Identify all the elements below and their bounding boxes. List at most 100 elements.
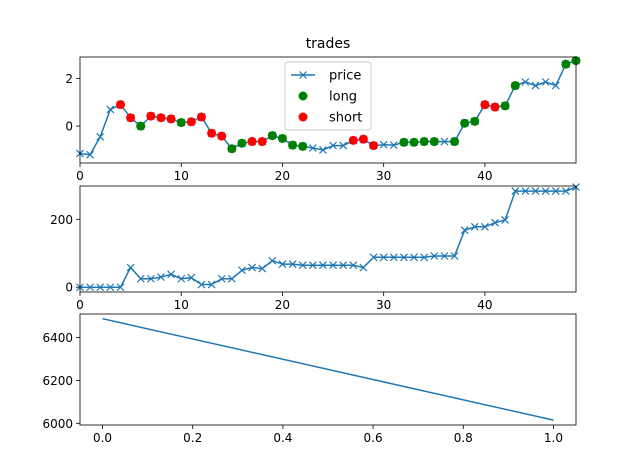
y-tick-label: 6000 (42, 417, 73, 431)
data-point-x-marker (319, 261, 327, 270)
data-point-x-marker (531, 187, 540, 196)
short-point (115, 100, 125, 110)
short-point (196, 112, 206, 122)
data-point-x-marker (278, 260, 287, 269)
data-point-x-marker (551, 187, 560, 196)
data-point-x-marker (511, 187, 520, 196)
data-point-x-marker (96, 132, 105, 141)
x-tick-label: 0.8 (454, 431, 473, 445)
data-point-x-marker (86, 283, 95, 292)
x-tick-label: 10 (174, 298, 189, 312)
y-tick-label: 0 (65, 281, 73, 295)
legend: price long short (284, 61, 372, 131)
data-point-x-marker (248, 263, 257, 272)
axes-frame (79, 56, 577, 164)
data-point-x-marker (420, 253, 429, 262)
data-point-x-marker (106, 283, 115, 292)
data-point-x-marker (339, 141, 348, 150)
series-line (80, 186, 577, 288)
long-point (237, 138, 247, 148)
short-point (247, 137, 257, 147)
long-point (450, 137, 460, 147)
long-point (429, 137, 439, 147)
data-point-x-marker (399, 253, 408, 262)
short-point (126, 113, 136, 123)
x-tick-label: 20 (275, 169, 290, 183)
data-point-x-marker (126, 263, 135, 272)
data-point-x-marker (480, 222, 489, 231)
long-point (136, 121, 146, 131)
x-tick-label: 30 (376, 169, 391, 183)
long-point (460, 118, 470, 128)
legend-short-marker (298, 112, 308, 122)
long-point (277, 133, 287, 143)
data-point-x-marker (136, 274, 145, 283)
data-point-x-marker (430, 252, 439, 260)
data-point-x-marker (541, 187, 550, 196)
data-point-x-marker (561, 187, 570, 196)
legend-label-long: long (329, 90, 357, 105)
data-point-x-marker (521, 78, 530, 86)
x-tick-label: 10 (174, 169, 189, 183)
legend-frame (284, 61, 372, 131)
data-point-x-marker (389, 141, 398, 150)
x-tick-label: 40 (477, 298, 492, 312)
long-point (409, 137, 419, 147)
axes-frame (79, 185, 577, 293)
y-tick-label: 200 (50, 213, 73, 227)
x-tick-label: 0.6 (364, 431, 383, 445)
data-point-x-marker (96, 283, 105, 292)
data-point-x-marker (491, 218, 499, 227)
short-point (480, 100, 490, 110)
data-point-x-marker (157, 273, 165, 281)
x-tick-label: 0 (76, 298, 84, 312)
short-point (156, 113, 166, 123)
data-point-x-marker (379, 253, 388, 262)
series-line (102, 317, 554, 421)
data-point-x-marker (460, 226, 469, 235)
short-point (146, 111, 156, 121)
data-point-x-marker (177, 274, 186, 283)
data-point-x-marker (187, 273, 196, 282)
x-tick-label: 30 (376, 298, 391, 312)
data-point-x-marker (541, 78, 550, 86)
data-point-x-marker (146, 274, 155, 283)
x-tick-label: 20 (275, 298, 290, 312)
long-point (500, 101, 510, 111)
data-point-x-marker (501, 216, 510, 224)
data-point-x-marker (227, 274, 236, 283)
data-point-x-marker (410, 253, 418, 262)
data-point-x-marker (207, 280, 216, 289)
x-tick-label: 0 (76, 169, 84, 183)
chart-title: trades (306, 36, 351, 52)
data-point-x-marker (116, 283, 125, 292)
x-tick-label: 0.0 (93, 431, 112, 445)
long-point (176, 118, 186, 128)
data-point-x-marker (531, 81, 540, 90)
trades-axes: 0 10 20 30 40 0 2 price long short (65, 56, 581, 183)
axes-frame (79, 313, 577, 426)
data-point-x-marker (470, 222, 479, 231)
data-point-x-marker (349, 261, 358, 270)
data-point-x-marker (308, 144, 317, 152)
y-tick-label: 2 (65, 72, 73, 86)
legend-label-short: short (329, 111, 362, 126)
x-tick-label: 0.4 (273, 431, 292, 445)
y-tick-label: 6200 (42, 374, 73, 388)
x-tick-label: 0.2 (183, 431, 202, 445)
data-point-x-marker (308, 261, 317, 270)
data-point-x-marker (369, 253, 378, 262)
data-point-x-marker (258, 264, 267, 273)
short-point (217, 131, 227, 141)
short-point (490, 102, 500, 112)
data-point-x-marker (551, 81, 560, 90)
data-point-x-marker (389, 253, 398, 262)
data-point-x-marker (329, 141, 337, 150)
x-tick-label: 1.0 (544, 431, 563, 445)
data-point-x-marker (521, 187, 530, 196)
long-point (419, 137, 429, 147)
legend-label-price: price (329, 69, 361, 84)
long-point (227, 144, 237, 154)
position-axes: 0 10 20 30 40 0 200 (50, 183, 580, 312)
